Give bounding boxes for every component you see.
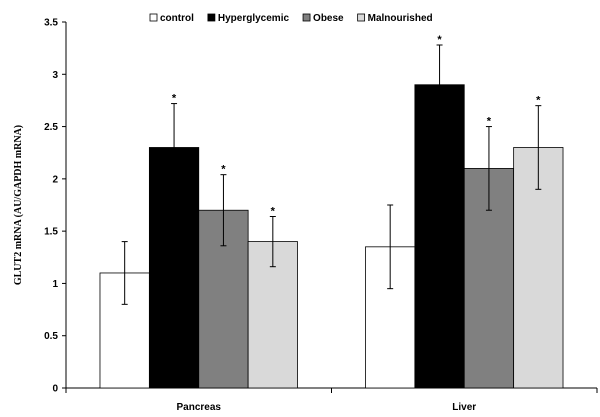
- x-category-label: Pancreas: [177, 402, 222, 413]
- y-tick-label: 0.5: [44, 331, 58, 342]
- significance-marker: *: [487, 116, 492, 128]
- legend: control Hyperglycemic Obese Malnourished: [149, 13, 433, 24]
- significance-marker: *: [536, 95, 541, 107]
- legend-swatch-obese: [302, 13, 311, 22]
- legend-label: Obese: [313, 13, 344, 24]
- legend-label: Hyperglycemic: [218, 13, 290, 24]
- legend-label: Malnourished: [368, 13, 433, 24]
- y-tick-label: 3: [52, 70, 58, 81]
- significance-marker: *: [172, 93, 177, 105]
- x-category-label: Liver: [452, 402, 476, 413]
- y-tick-label: 3.5: [44, 18, 58, 29]
- y-axis: 0 0.5 1 1.5 2 2.5 3 3.5: [44, 18, 67, 395]
- significance-marker: *: [221, 164, 226, 176]
- y-tick-label: 2.5: [44, 122, 58, 133]
- significance-marker: *: [271, 206, 276, 218]
- legend-swatch-control: [149, 13, 158, 22]
- bar-hyperglycemic-liver: [414, 84, 465, 389]
- significance-marker: *: [437, 34, 442, 46]
- y-tick-label: 1: [52, 279, 58, 290]
- legend-swatch-hyperglycemic: [207, 13, 216, 22]
- legend-swatch-malnourished: [357, 13, 366, 22]
- legend-label: control: [160, 13, 194, 24]
- y-tick-label: 1.5: [44, 227, 58, 238]
- y-tick-label: 0: [52, 384, 58, 395]
- plot-area: * * * * * *: [99, 34, 564, 389]
- x-axis: Pancreas Liver: [65, 387, 598, 413]
- y-axis-label: GLUT2 mRNA (AU/GAPDH mRNA): [13, 125, 24, 285]
- y-tick-label: 2: [52, 174, 58, 185]
